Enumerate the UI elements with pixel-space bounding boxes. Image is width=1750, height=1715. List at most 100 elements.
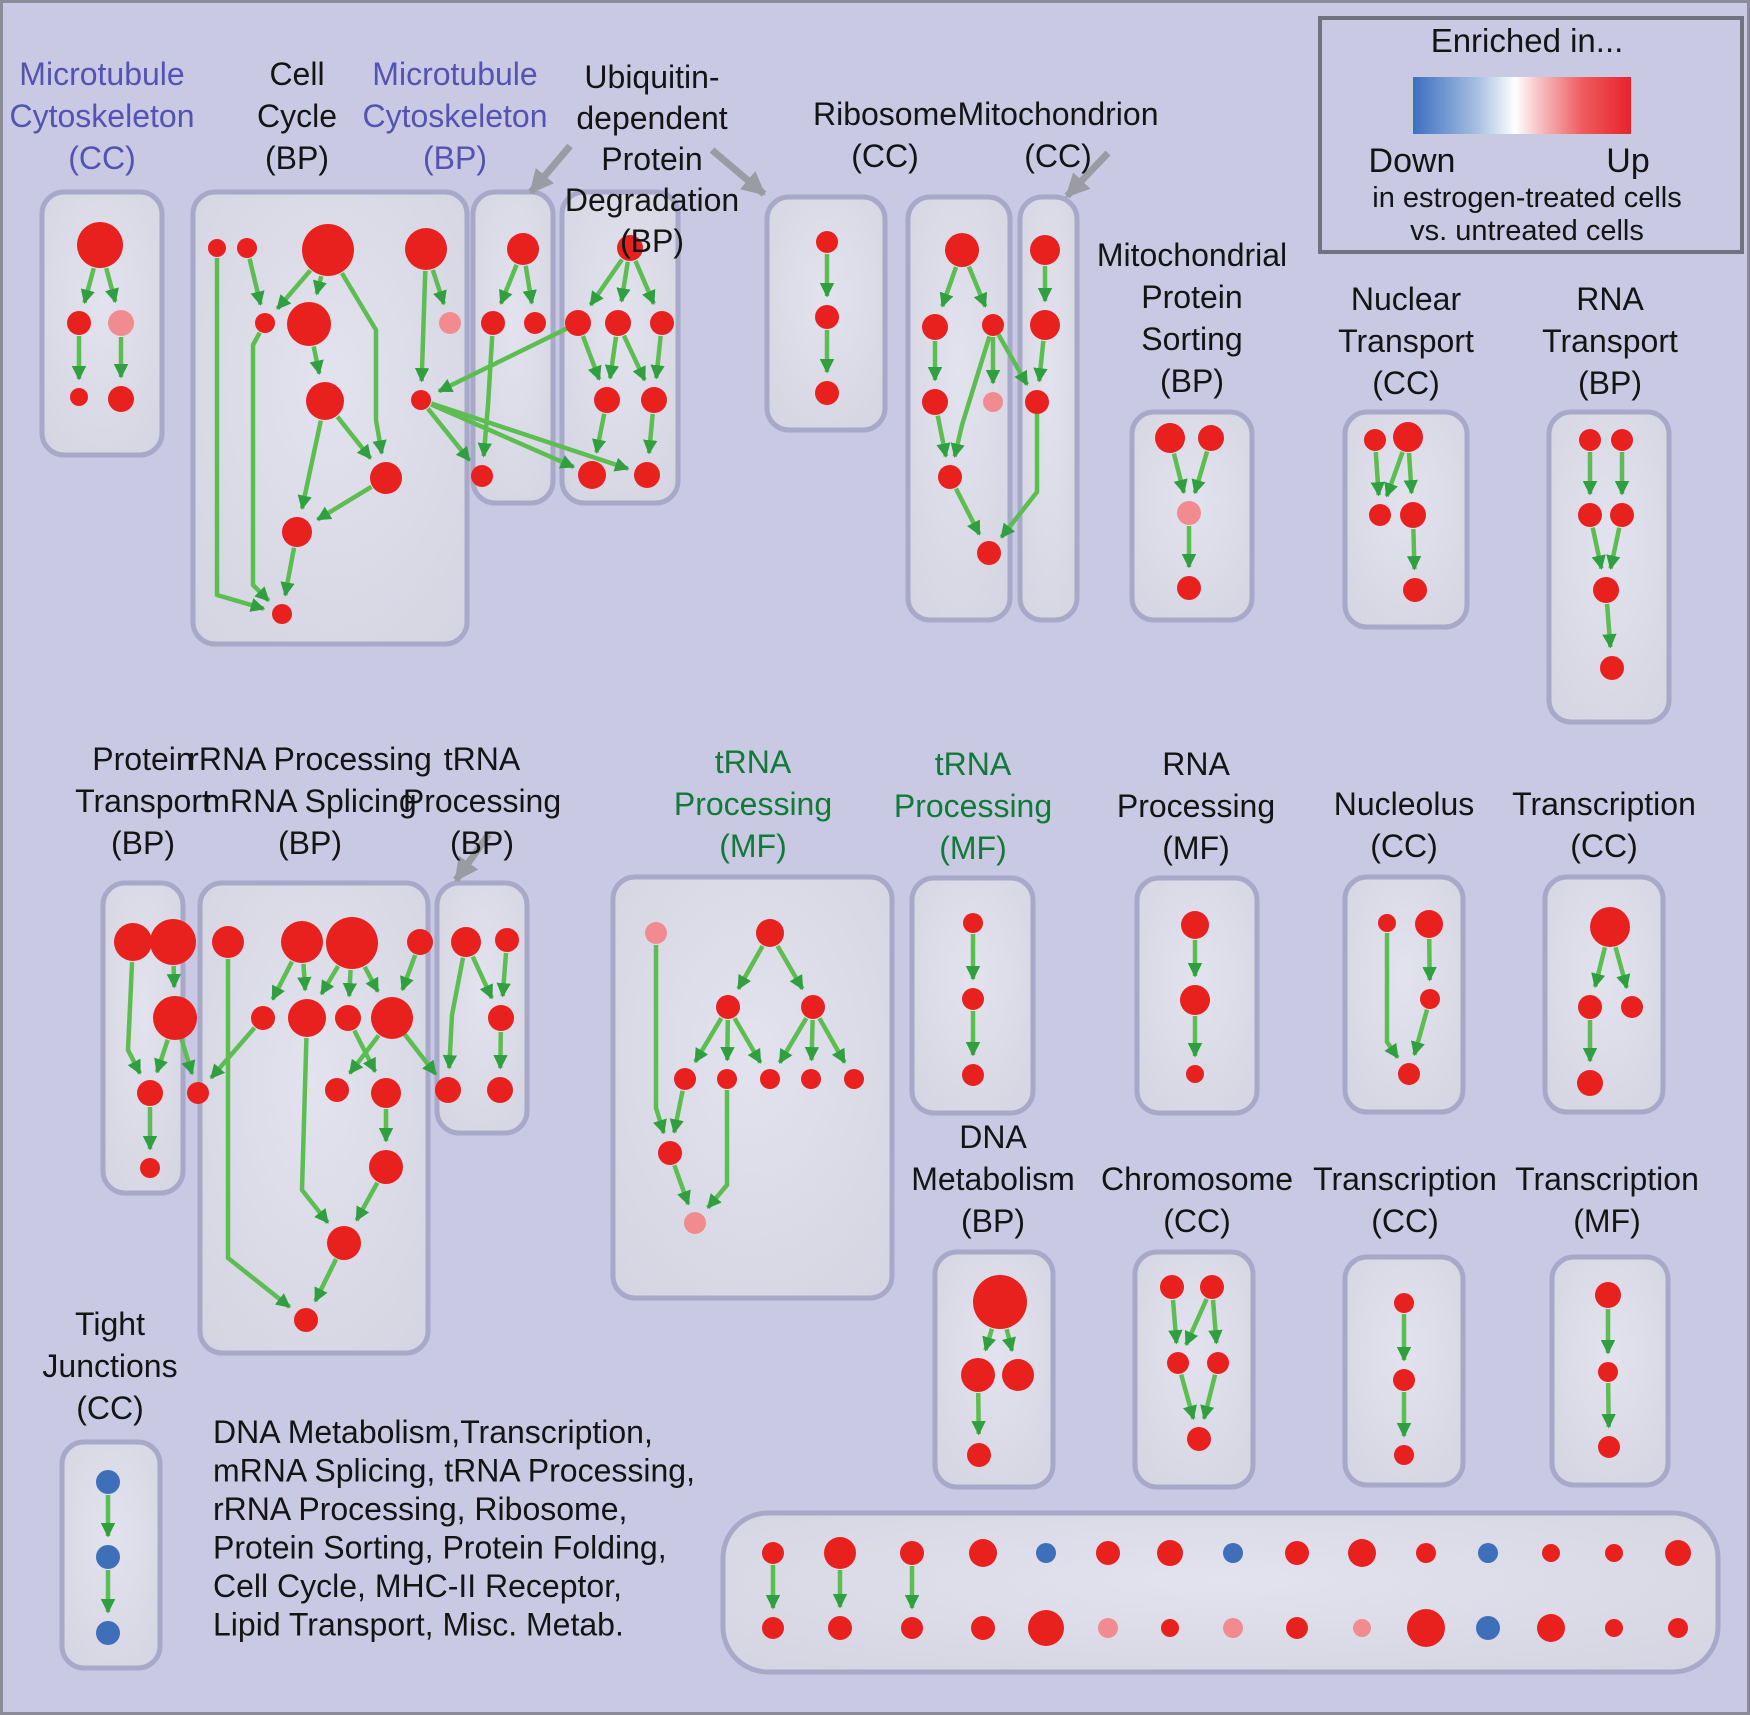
go-term-node xyxy=(1407,1609,1445,1647)
group-label-line: (BP) xyxy=(111,825,175,861)
group-label-line: Protein xyxy=(601,141,702,177)
group-label-line: (CC) xyxy=(851,138,919,174)
legend-up-label: Up xyxy=(1606,142,1649,180)
group-label-line: tRNA xyxy=(444,741,521,777)
legend-title: Enriched in... xyxy=(1431,22,1624,59)
go-term-node xyxy=(487,1077,513,1103)
edge-arrow xyxy=(935,415,951,458)
go-term-node xyxy=(1286,1617,1308,1639)
go-term-node xyxy=(1223,1543,1243,1563)
edge-arrow xyxy=(580,335,602,381)
go-term-node xyxy=(1098,1618,1118,1638)
go-term-node xyxy=(326,917,378,969)
go-term-node xyxy=(1030,235,1060,265)
go-term-node xyxy=(1369,504,1391,526)
group-label-line: (BP) xyxy=(961,1203,1025,1239)
group-label-line: RNA xyxy=(1576,281,1644,317)
go-term-node xyxy=(1598,1436,1620,1458)
go-term-node xyxy=(901,1617,923,1639)
layer-edges xyxy=(71,143,1631,1614)
group-label-rna-processing-mf: RNA Processing (MF) xyxy=(1117,746,1275,866)
edge-arrow xyxy=(777,1017,809,1064)
go-term-node xyxy=(1542,1544,1560,1562)
group-label-line: Processing xyxy=(403,783,561,819)
edge-arrow xyxy=(1200,1374,1218,1421)
edge-arrow xyxy=(342,969,358,998)
edge-arrow xyxy=(299,1037,330,1225)
group-label-line: Protein xyxy=(1141,279,1242,315)
go-term-node xyxy=(1420,989,1440,1009)
group-label-line: Nucleolus xyxy=(1334,786,1475,822)
edge-arrow xyxy=(1384,933,1400,1059)
go-term-node xyxy=(973,1275,1027,1329)
group-label-line: (BP) xyxy=(450,825,514,861)
group-label-line: tRNA xyxy=(935,746,1012,782)
group-label-line: Processing xyxy=(674,786,832,822)
group-label-line: (MF) xyxy=(1162,830,1230,866)
group-label-line: Tight xyxy=(75,1306,145,1342)
group-label-line: (CC) xyxy=(1370,828,1438,864)
go-term-node xyxy=(1364,429,1386,451)
group-label-line: dependent xyxy=(576,100,727,136)
edge-arrow xyxy=(309,346,324,375)
go-term-node xyxy=(716,995,740,1019)
group-label-mitochondrial-protein-sorting-bp: Mitochondrial Protein Sorting (BP) xyxy=(1097,237,1287,399)
edge-arrow xyxy=(621,334,647,382)
group-label-line: mRNA Splicing xyxy=(203,783,416,819)
group-box-rrna-processing-mrna-splicing-bp xyxy=(197,880,431,1356)
group-label-line: Transport xyxy=(1542,323,1678,359)
edge-arrow xyxy=(588,258,624,307)
go-term-node xyxy=(717,1069,737,1089)
go-term-node xyxy=(634,462,660,488)
go-term-node xyxy=(1578,503,1602,527)
go-term-node xyxy=(756,919,784,947)
trna-bp-arrow xyxy=(453,831,492,883)
group-label-line: Ubiquitin- xyxy=(584,59,719,95)
group-box-microtubule-cytoskeleton-cc xyxy=(39,189,165,458)
go-term-node xyxy=(962,988,984,1010)
edge-arrow xyxy=(166,965,182,989)
go-term-node xyxy=(967,1443,991,1467)
group-label-line: (BP) xyxy=(620,223,684,259)
edge-arrow xyxy=(1590,527,1606,570)
go-term-node xyxy=(1393,1369,1415,1391)
legend-subtitle-line2: vs. untreated cells xyxy=(1410,215,1644,247)
go-term-node xyxy=(371,1078,401,1108)
group-label-line: (CC) xyxy=(1372,365,1440,401)
go-term-node xyxy=(801,995,825,1019)
edge-arrow xyxy=(319,964,341,996)
go-term-node xyxy=(1400,502,1426,528)
go-term-node xyxy=(801,1069,821,1089)
go-term-node xyxy=(1394,1445,1414,1465)
group-label-line: (CC) xyxy=(1570,828,1638,864)
go-term-node xyxy=(1668,1618,1688,1638)
edge-arrow xyxy=(362,965,380,993)
group-label-line: Mitochondrial xyxy=(1097,237,1287,273)
group-label-line: (CC) xyxy=(1371,1203,1439,1239)
edge-arrow xyxy=(498,263,519,305)
go-term-node xyxy=(1403,578,1427,602)
go-term-node xyxy=(1393,422,1423,452)
go-term-node xyxy=(578,461,606,489)
group-label-rrna-processing-mrna-splicing-bp: rRNA Processing mRNA Splicing (BP) xyxy=(188,741,432,861)
go-term-node xyxy=(1177,576,1201,600)
group-label-mitochondrion-cc: Mitochondrion (CC) xyxy=(958,96,1159,174)
group-label-line: Transcription xyxy=(1512,786,1696,822)
ubiquitin-right-arrow xyxy=(709,147,767,197)
group-label-line: (MF) xyxy=(1573,1203,1641,1239)
group-label-trna-processing-bp: tRNA Processing (BP) xyxy=(403,741,561,861)
go-term-node xyxy=(1348,1539,1376,1567)
go-term-node xyxy=(272,604,292,624)
group-label-cell-cycle-bp: Cell Cycle (BP) xyxy=(257,56,337,176)
group-label-line: Ribosome xyxy=(813,96,957,132)
go-term-node xyxy=(1157,1540,1183,1566)
go-term-node xyxy=(77,222,123,268)
group-label-line: Transcription xyxy=(1313,1161,1497,1197)
go-term-node xyxy=(288,999,326,1037)
edge-arrow xyxy=(732,1017,763,1064)
edge-arrow xyxy=(477,335,495,458)
legend-down-label: Down xyxy=(1369,142,1456,180)
edge-arrow xyxy=(339,271,387,455)
go-term-node xyxy=(645,922,667,944)
